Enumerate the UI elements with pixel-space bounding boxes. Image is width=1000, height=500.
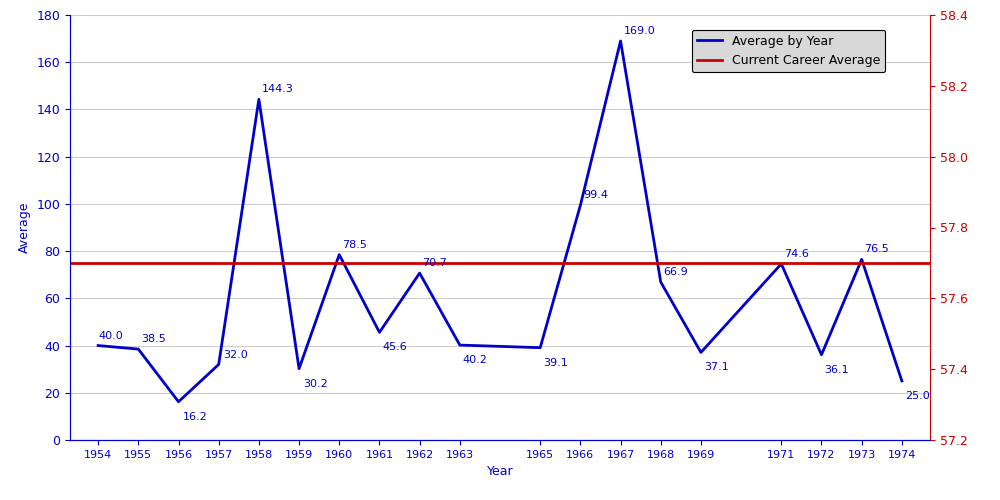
Y-axis label: Average: Average bbox=[18, 202, 31, 253]
Legend: Average by Year, Current Career Average: Average by Year, Current Career Average bbox=[692, 30, 885, 72]
Text: 66.9: 66.9 bbox=[664, 267, 688, 277]
Text: 40.0: 40.0 bbox=[98, 330, 123, 340]
Text: 70.7: 70.7 bbox=[422, 258, 447, 268]
Text: 45.6: 45.6 bbox=[382, 342, 407, 352]
Text: 32.0: 32.0 bbox=[223, 350, 248, 360]
Text: 37.1: 37.1 bbox=[704, 362, 728, 372]
Text: 40.2: 40.2 bbox=[463, 355, 487, 365]
Text: 144.3: 144.3 bbox=[262, 84, 294, 94]
Text: 16.2: 16.2 bbox=[183, 412, 207, 422]
Text: 78.5: 78.5 bbox=[342, 240, 367, 250]
Text: 99.4: 99.4 bbox=[583, 190, 608, 200]
Text: 74.6: 74.6 bbox=[784, 249, 809, 259]
Text: 36.1: 36.1 bbox=[824, 365, 849, 375]
Text: 169.0: 169.0 bbox=[623, 26, 655, 36]
Text: 38.5: 38.5 bbox=[141, 334, 166, 344]
X-axis label: Year: Year bbox=[487, 466, 513, 478]
Text: 39.1: 39.1 bbox=[543, 358, 568, 368]
Text: 25.0: 25.0 bbox=[905, 391, 929, 401]
Text: 76.5: 76.5 bbox=[864, 244, 889, 254]
Text: 30.2: 30.2 bbox=[303, 379, 328, 389]
